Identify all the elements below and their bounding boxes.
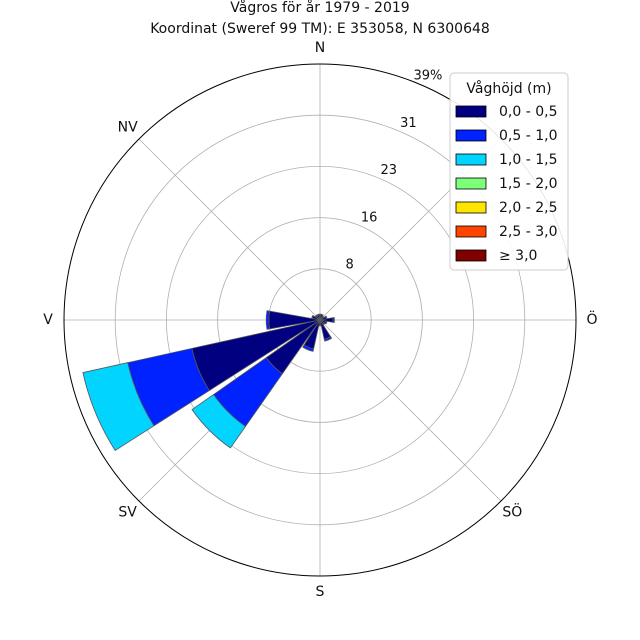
legend-swatch	[455, 177, 487, 190]
grid-ring	[217, 217, 423, 423]
bar-sector-0-bin-1	[318, 313, 322, 316]
bar-sector-12-bin-1	[265, 310, 271, 330]
radial-tick-label: 16	[361, 210, 378, 225]
spoke-sö	[319, 319, 502, 502]
radial-tick-label: 31	[400, 116, 417, 131]
outer-ring	[63, 63, 577, 577]
legend-swatch	[455, 249, 487, 262]
direction-label-s: S	[316, 584, 325, 600]
legend-title: Våghöjd (m)	[466, 80, 551, 97]
bar-sector-13-bin-1	[311, 314, 314, 319]
bar-sector-8-bin-1	[318, 324, 322, 327]
spoke-nv	[138, 138, 321, 321]
legend-swatch	[455, 201, 487, 214]
legend-label: 2,0 - 2,5	[499, 200, 557, 216]
legend-label: 0,5 - 1,0	[499, 128, 557, 144]
bar-sector-1-bin-1	[320, 313, 324, 317]
legend-label: 1,5 - 2,0	[499, 176, 557, 192]
legend-swatch	[455, 105, 487, 118]
bar-sector-4-bin-1	[332, 317, 335, 323]
bar-sector-5-bin-1	[324, 320, 328, 325]
legend-box	[449, 72, 569, 271]
direction-label-n: N	[315, 40, 325, 56]
grid-ring	[114, 114, 526, 526]
rose-bars	[82, 310, 335, 452]
radial-tick-label: 39%	[414, 68, 443, 83]
legend-label: 1,0 - 1,5	[499, 152, 557, 168]
bar-sector-11-bin-2	[82, 362, 155, 452]
legend-label: ≥ 3,0	[499, 248, 537, 264]
legend-label: 0,0 - 0,5	[499, 104, 557, 120]
direction-label-v: V	[43, 312, 53, 328]
chart-title: Vågros för år 1979 - 2019	[230, 0, 409, 16]
bar-sector-15-bin-1	[316, 313, 320, 317]
direction-label-sv: SV	[118, 504, 137, 520]
axis-labels: N Ö SÖ S SV V NV 8 16 23 31 39%	[43, 40, 597, 600]
bar-sector-9-bin-1	[302, 344, 315, 352]
legend-swatch	[455, 129, 487, 142]
direction-label-sö: SÖ	[502, 502, 522, 520]
legend-label: 2,5 - 3,0	[499, 224, 557, 240]
direction-label-ö: Ö	[586, 310, 597, 328]
grid-ring	[165, 165, 475, 475]
radial-tick-label: 8	[345, 258, 353, 273]
legend-items: 0,0 - 0,5 0,5 - 1,0 1,0 - 1,5 1,5 - 2,0 2,0 …	[455, 104, 557, 264]
direction-label-nv: NV	[118, 120, 138, 136]
bar-sector-10-bin-2	[191, 393, 247, 449]
chart-subtitle: Koordinat (Sweref 99 TM): E 353058, N 63…	[150, 21, 490, 37]
legend-swatch	[455, 225, 487, 238]
radial-tick-label: 23	[381, 163, 398, 178]
legend: Våghöjd (m) 0,0 - 0,5 0,5 - 1,0 1,0 - 1,5 1…	[449, 72, 569, 271]
bar-sector-7-bin-1	[323, 336, 333, 342]
legend-swatch	[455, 153, 487, 166]
